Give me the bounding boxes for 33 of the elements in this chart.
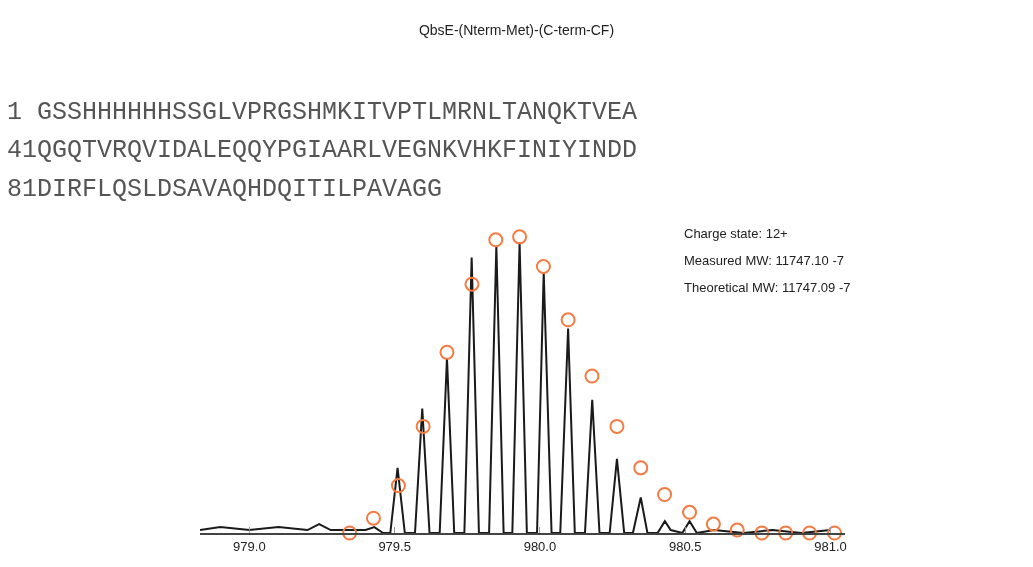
point xyxy=(657,487,673,502)
point xyxy=(729,522,745,538)
point xyxy=(560,312,576,328)
point xyxy=(682,504,698,520)
point xyxy=(365,510,381,526)
point xyxy=(633,460,649,476)
x-tick-label: 979.5 xyxy=(378,538,411,554)
x-tick-label: 979.0 xyxy=(233,538,266,554)
x-tick-label: 980.0 xyxy=(523,538,557,554)
annotation: Theoretical MW: 11747.09 -7 xyxy=(684,280,851,295)
point xyxy=(778,525,794,541)
point xyxy=(584,368,600,384)
point xyxy=(488,232,504,248)
point xyxy=(802,525,818,541)
point xyxy=(609,418,625,434)
x-tick-label: 981.0 xyxy=(814,538,847,554)
point xyxy=(415,418,431,434)
annotation: Charge state: 12+ xyxy=(684,226,788,241)
point xyxy=(512,229,528,245)
point xyxy=(464,276,480,292)
annotation: Measured MW: 11747.10 -7 xyxy=(684,253,844,268)
text: 81DIRFLQSLDSAVAQHDQITILPAVAGG xyxy=(7,175,443,204)
point xyxy=(754,525,770,541)
point xyxy=(342,525,358,541)
point xyxy=(439,344,455,360)
point xyxy=(390,478,406,494)
point xyxy=(827,525,843,541)
point xyxy=(705,516,721,532)
text: 1 GSSHHHHHHSSGLVPRGSHMKITVPTLMRNLTANQKTVEA xyxy=(7,98,638,127)
chart-title: QbsE-(Nterm-Met)-(C-term-CF) xyxy=(418,21,615,38)
point xyxy=(535,258,551,274)
x-tick-label: 980.5 xyxy=(668,538,702,554)
text: 41QGQTVRQVIDALEQQYPGIAARLVEGNKVHKFINIYINDD xyxy=(7,136,638,165)
